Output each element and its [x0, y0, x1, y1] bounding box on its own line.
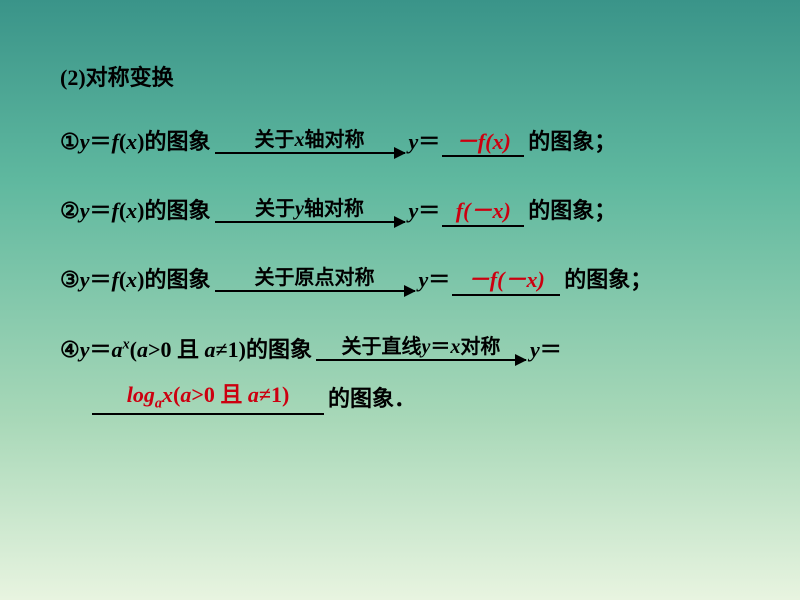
lhs: ④y＝ax(a>0 且 a≠1)的图象 — [60, 332, 312, 367]
answer-blank: logax(a>0 且 a≠1) — [92, 382, 324, 415]
lhs: ②y＝f(x)的图象 — [60, 193, 211, 228]
arrow: 关于y轴对称 — [215, 199, 405, 223]
arrow: 关于x轴对称 — [215, 130, 405, 154]
answer-blank: f(－x) — [442, 198, 524, 226]
section-title: (2)对称变换 — [60, 60, 750, 92]
lhs: ①y＝f(x)的图象 — [60, 124, 211, 159]
rhs-head: y＝ — [530, 332, 562, 367]
transform-line-4-cont: logax(a>0 且 a≠1) 的图象． — [60, 381, 750, 416]
answer-blank: －f(x) — [442, 129, 524, 157]
transform-line-3: ③y＝f(x)的图象 关于原点对称 y＝－f(－x)的图象； — [60, 262, 750, 297]
slide-content: (2)对称变换 ①y＝f(x)的图象 关于x轴对称 y＝－f(x)的图象； ②y… — [0, 0, 800, 490]
arrow-icon — [316, 359, 526, 361]
rhs: y＝－f(－x)的图象； — [419, 262, 653, 297]
transform-line-1: ①y＝f(x)的图象 关于x轴对称 y＝－f(x)的图象； — [60, 124, 750, 159]
arrow: 关于直线y＝x对称 — [316, 337, 526, 361]
transform-line-4: ④y＝ax(a>0 且 a≠1)的图象 关于直线y＝x对称 y＝ — [60, 332, 750, 367]
rhs: y＝f(－x)的图象； — [409, 193, 617, 228]
answer-blank: －f(－x) — [452, 267, 560, 295]
arrow-icon — [215, 221, 405, 223]
transform-line-2: ②y＝f(x)的图象 关于y轴对称 y＝f(－x)的图象； — [60, 193, 750, 228]
arrow: 关于原点对称 — [215, 268, 415, 292]
rhs: y＝－f(x)的图象； — [409, 124, 617, 159]
arrow-icon — [215, 290, 415, 292]
arrow-icon — [215, 152, 405, 154]
rhs-tail: 的图象． — [328, 381, 416, 416]
lhs: ③y＝f(x)的图象 — [60, 262, 211, 297]
